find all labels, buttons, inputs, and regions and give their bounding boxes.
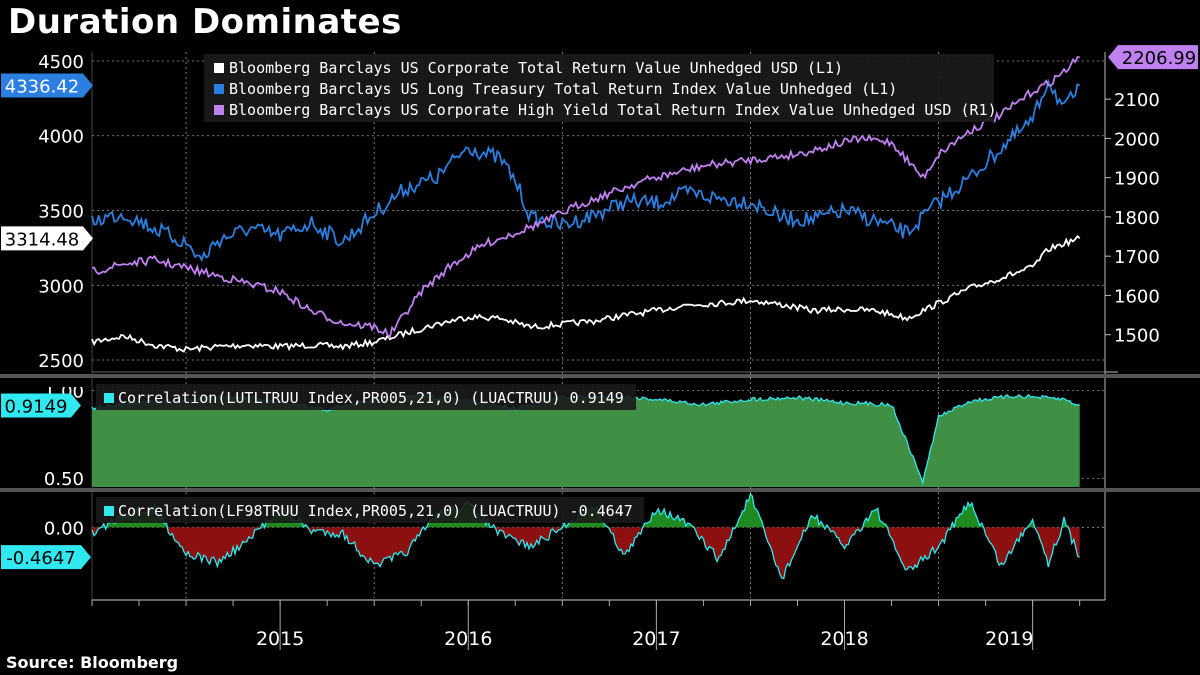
y-left-tick-label: 3500 <box>38 202 84 223</box>
y-right-tick-label: 1500 <box>1114 326 1160 347</box>
axis-ticks: 2500 3000 3500 4000 4500 1500 1600 1700 1800 1900… <box>0 52 1160 650</box>
legend-swatch <box>214 84 224 94</box>
y-right-tick-label: 1600 <box>1114 286 1160 307</box>
panel-title-swatch <box>104 393 114 403</box>
corr2-last-value-label: -0.4647 <box>6 548 75 569</box>
y-left-tick-label: 4000 <box>38 127 84 148</box>
tick-mask <box>0 378 90 387</box>
corporate-last-value-label: 3314.48 <box>5 229 79 250</box>
treasury-last-value-shape <box>1 73 93 98</box>
correlation-negative-fill <box>92 527 1080 579</box>
treasury-series-line <box>91 78 1081 263</box>
panel-title-box <box>96 497 644 523</box>
legend-entry: Bloomberg Barclays US Long Treasury Tota… <box>229 80 897 98</box>
x-year-label: 2019 <box>985 628 1033 650</box>
chart-title: Duration Dominates <box>8 2 402 42</box>
y-right-tick-label: 2100 <box>1114 90 1160 111</box>
y-left-tick-label: 4500 <box>38 52 84 73</box>
panel-title-box <box>96 384 636 410</box>
high-yield-last-value-shape <box>1108 45 1198 70</box>
y-corr-tick-label: 0.50 <box>44 469 84 490</box>
panel-title: Correlation(LUTLTRUU Index,PR005,21,0) (… <box>118 389 624 407</box>
y-corr2-tick-label: 0.00 <box>44 518 84 539</box>
correlation-areas <box>91 393 1080 580</box>
corporate-series-line <box>91 234 1081 353</box>
series-lines <box>91 56 1081 353</box>
separator-top <box>0 374 1200 378</box>
legend: Bloomberg Barclays US Corporate Total Re… <box>96 54 997 523</box>
legend-swatch <box>214 63 224 73</box>
separator-bottom <box>0 488 1200 492</box>
legend-swatch <box>214 105 224 115</box>
high-yield-last-value-label: 2206.99 <box>1122 48 1196 69</box>
value-badges: 4336.42 3314.48 2206.99 0.9149 -0.4647 <box>1 45 1198 570</box>
corporate-last-value-shape <box>1 226 93 251</box>
source-note: Source: Bloomberg <box>6 653 179 672</box>
treasury-last-value-label: 4336.42 <box>5 76 79 97</box>
y-right-tick-label: 2000 <box>1114 129 1160 150</box>
y-right-tick-label: 1800 <box>1114 208 1160 229</box>
corr2-last-value-shape <box>1 545 91 570</box>
panel-title-swatch <box>104 506 114 516</box>
legend-entry: Bloomberg Barclays US Corporate Total Re… <box>229 59 843 77</box>
corr1-last-value-label: 0.9149 <box>5 396 68 417</box>
legend-entry: Bloomberg Barclays US Corporate High Yie… <box>229 101 997 119</box>
corr1-last-value-shape <box>1 393 81 418</box>
correlation-area-fill <box>92 394 1080 487</box>
high-yield-series-line <box>91 56 1080 339</box>
legend-box <box>204 54 994 122</box>
panel-title: Correlation(LF98TRUU Index,PR005,21,0) (… <box>118 502 633 520</box>
panel-frames <box>0 52 1200 601</box>
y-right-tick-label: 1700 <box>1114 247 1160 268</box>
y-right-tick-label: 1900 <box>1114 169 1160 190</box>
y-left-tick-label: 2500 <box>38 351 84 372</box>
y-left-tick-label: 3000 <box>38 276 84 297</box>
